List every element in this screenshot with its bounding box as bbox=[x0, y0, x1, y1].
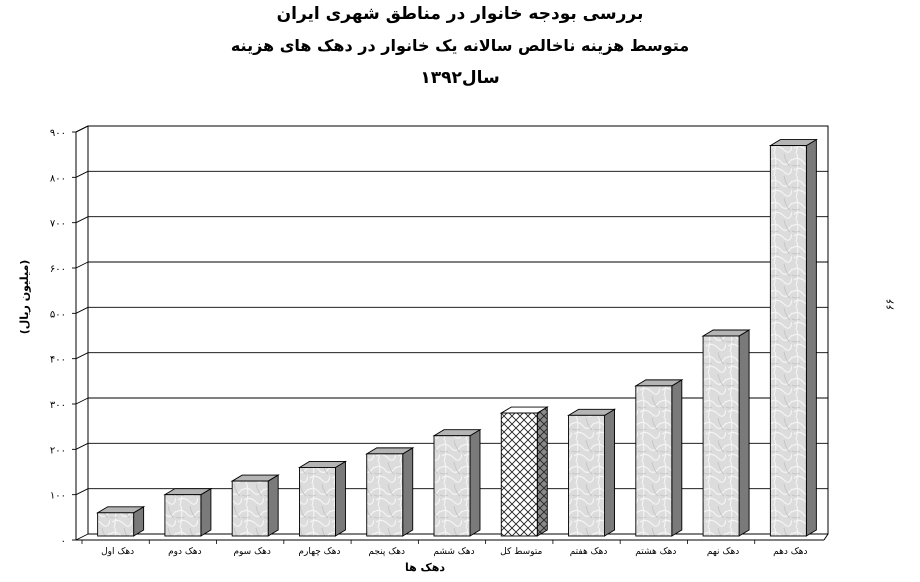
chart-title-line1: بررسی بودجه خانوار در مناطق شهری ایران bbox=[276, 4, 644, 24]
bar-side bbox=[671, 379, 683, 537]
y-tick-label: ٨٠٠ bbox=[50, 173, 66, 184]
x-tick-label: دهک دهم bbox=[773, 547, 807, 557]
chart-title-line2: متوسط هزینه ناخالص سالانه یک خانوار در د… bbox=[230, 36, 690, 55]
x-tick-label: متوسط کل bbox=[500, 547, 542, 557]
x-tick-label: دهک سوم bbox=[233, 547, 270, 557]
x-tick-label: دهک هفتم bbox=[570, 547, 608, 557]
bar-front bbox=[164, 494, 202, 537]
bar-10 bbox=[701, 329, 751, 537]
y-tick-label: ١٠٠ bbox=[50, 491, 66, 502]
y-tick-label: ٣٠٠ bbox=[50, 400, 66, 411]
bar-front bbox=[299, 467, 336, 537]
x-tick-label: دهک پنجم bbox=[368, 547, 405, 557]
floor-edge bbox=[823, 533, 829, 541]
bar-4 bbox=[297, 460, 348, 537]
wall-edge bbox=[75, 125, 89, 133]
y-tick-labels: ٠ ١٠٠ ٢٠٠ ٣٠٠ ۴٠٠ ۵٠٠ ۶٠٠ ٧٠٠ ٨٠٠ ٩٠٠ bbox=[50, 128, 66, 547]
gridline-side bbox=[75, 261, 89, 269]
gridline-side bbox=[75, 488, 89, 496]
bar-7 bbox=[499, 406, 549, 537]
bar-side bbox=[604, 408, 615, 537]
bar-2 bbox=[163, 487, 213, 537]
y-tick-label: ٧٠٠ bbox=[50, 219, 66, 230]
gridline-side bbox=[75, 216, 89, 224]
y-axis-label: (میلیون ریال) bbox=[18, 260, 31, 335]
bar-front bbox=[635, 385, 673, 537]
bar-side bbox=[805, 138, 817, 537]
bar-side bbox=[536, 406, 548, 537]
x-tick-label: دهک چهارم bbox=[298, 547, 340, 557]
y-tick-label: ۴٠٠ bbox=[50, 355, 66, 366]
bar-9 bbox=[634, 379, 684, 537]
x-tick-label: دهک اول bbox=[101, 547, 134, 557]
bar-front bbox=[231, 480, 269, 537]
bar-6 bbox=[432, 428, 482, 537]
y-tick-label: ٩٠٠ bbox=[50, 128, 66, 139]
bars bbox=[96, 138, 818, 537]
bar-front bbox=[97, 512, 135, 537]
bar-side bbox=[402, 447, 414, 537]
bar-5 bbox=[365, 447, 415, 537]
axes bbox=[75, 125, 829, 541]
gridline-side bbox=[75, 533, 89, 541]
gridline-side bbox=[75, 442, 89, 450]
bar-front bbox=[769, 145, 807, 537]
y-tick-label: ۵٠٠ bbox=[50, 309, 66, 320]
bar-front bbox=[366, 453, 404, 537]
gridline-side bbox=[75, 306, 89, 314]
bar-front bbox=[433, 435, 471, 537]
bar-side bbox=[469, 428, 481, 537]
y-tick-label: ۶٠٠ bbox=[50, 264, 66, 275]
bar-side bbox=[200, 487, 212, 537]
gridline-side bbox=[75, 397, 89, 405]
bar-11 bbox=[768, 138, 818, 537]
x-tick-label: دهک ششم bbox=[433, 547, 474, 557]
y-tick-label: ٠ bbox=[61, 536, 66, 547]
gridline-side bbox=[75, 352, 89, 360]
bar-3 bbox=[230, 474, 280, 537]
x-tick-labels: دهک اول دهک دوم دهک سوم دهک چهارم دهک پنجم ده… bbox=[81, 540, 808, 557]
gridline-side bbox=[75, 170, 89, 178]
bar-front bbox=[568, 414, 605, 537]
bar-side bbox=[267, 474, 279, 537]
x-tick-label: دهک هشتم bbox=[635, 547, 676, 557]
x-tick-label: دهک نهم bbox=[707, 547, 739, 557]
bar-8 bbox=[566, 408, 617, 537]
bar-front bbox=[500, 412, 538, 537]
bar-side bbox=[335, 460, 346, 537]
bar-side bbox=[738, 329, 750, 537]
x-tick-label: دهک دوم bbox=[168, 547, 202, 557]
x-axis-label: دهک ها bbox=[405, 561, 445, 574]
page-number: ۶۶ bbox=[883, 298, 897, 311]
bar-1 bbox=[96, 506, 146, 537]
y-tick-label: ٢٠٠ bbox=[50, 445, 66, 456]
bar-front bbox=[702, 335, 740, 537]
chart-title-line3: سال۱۳۹۲ bbox=[420, 68, 500, 88]
